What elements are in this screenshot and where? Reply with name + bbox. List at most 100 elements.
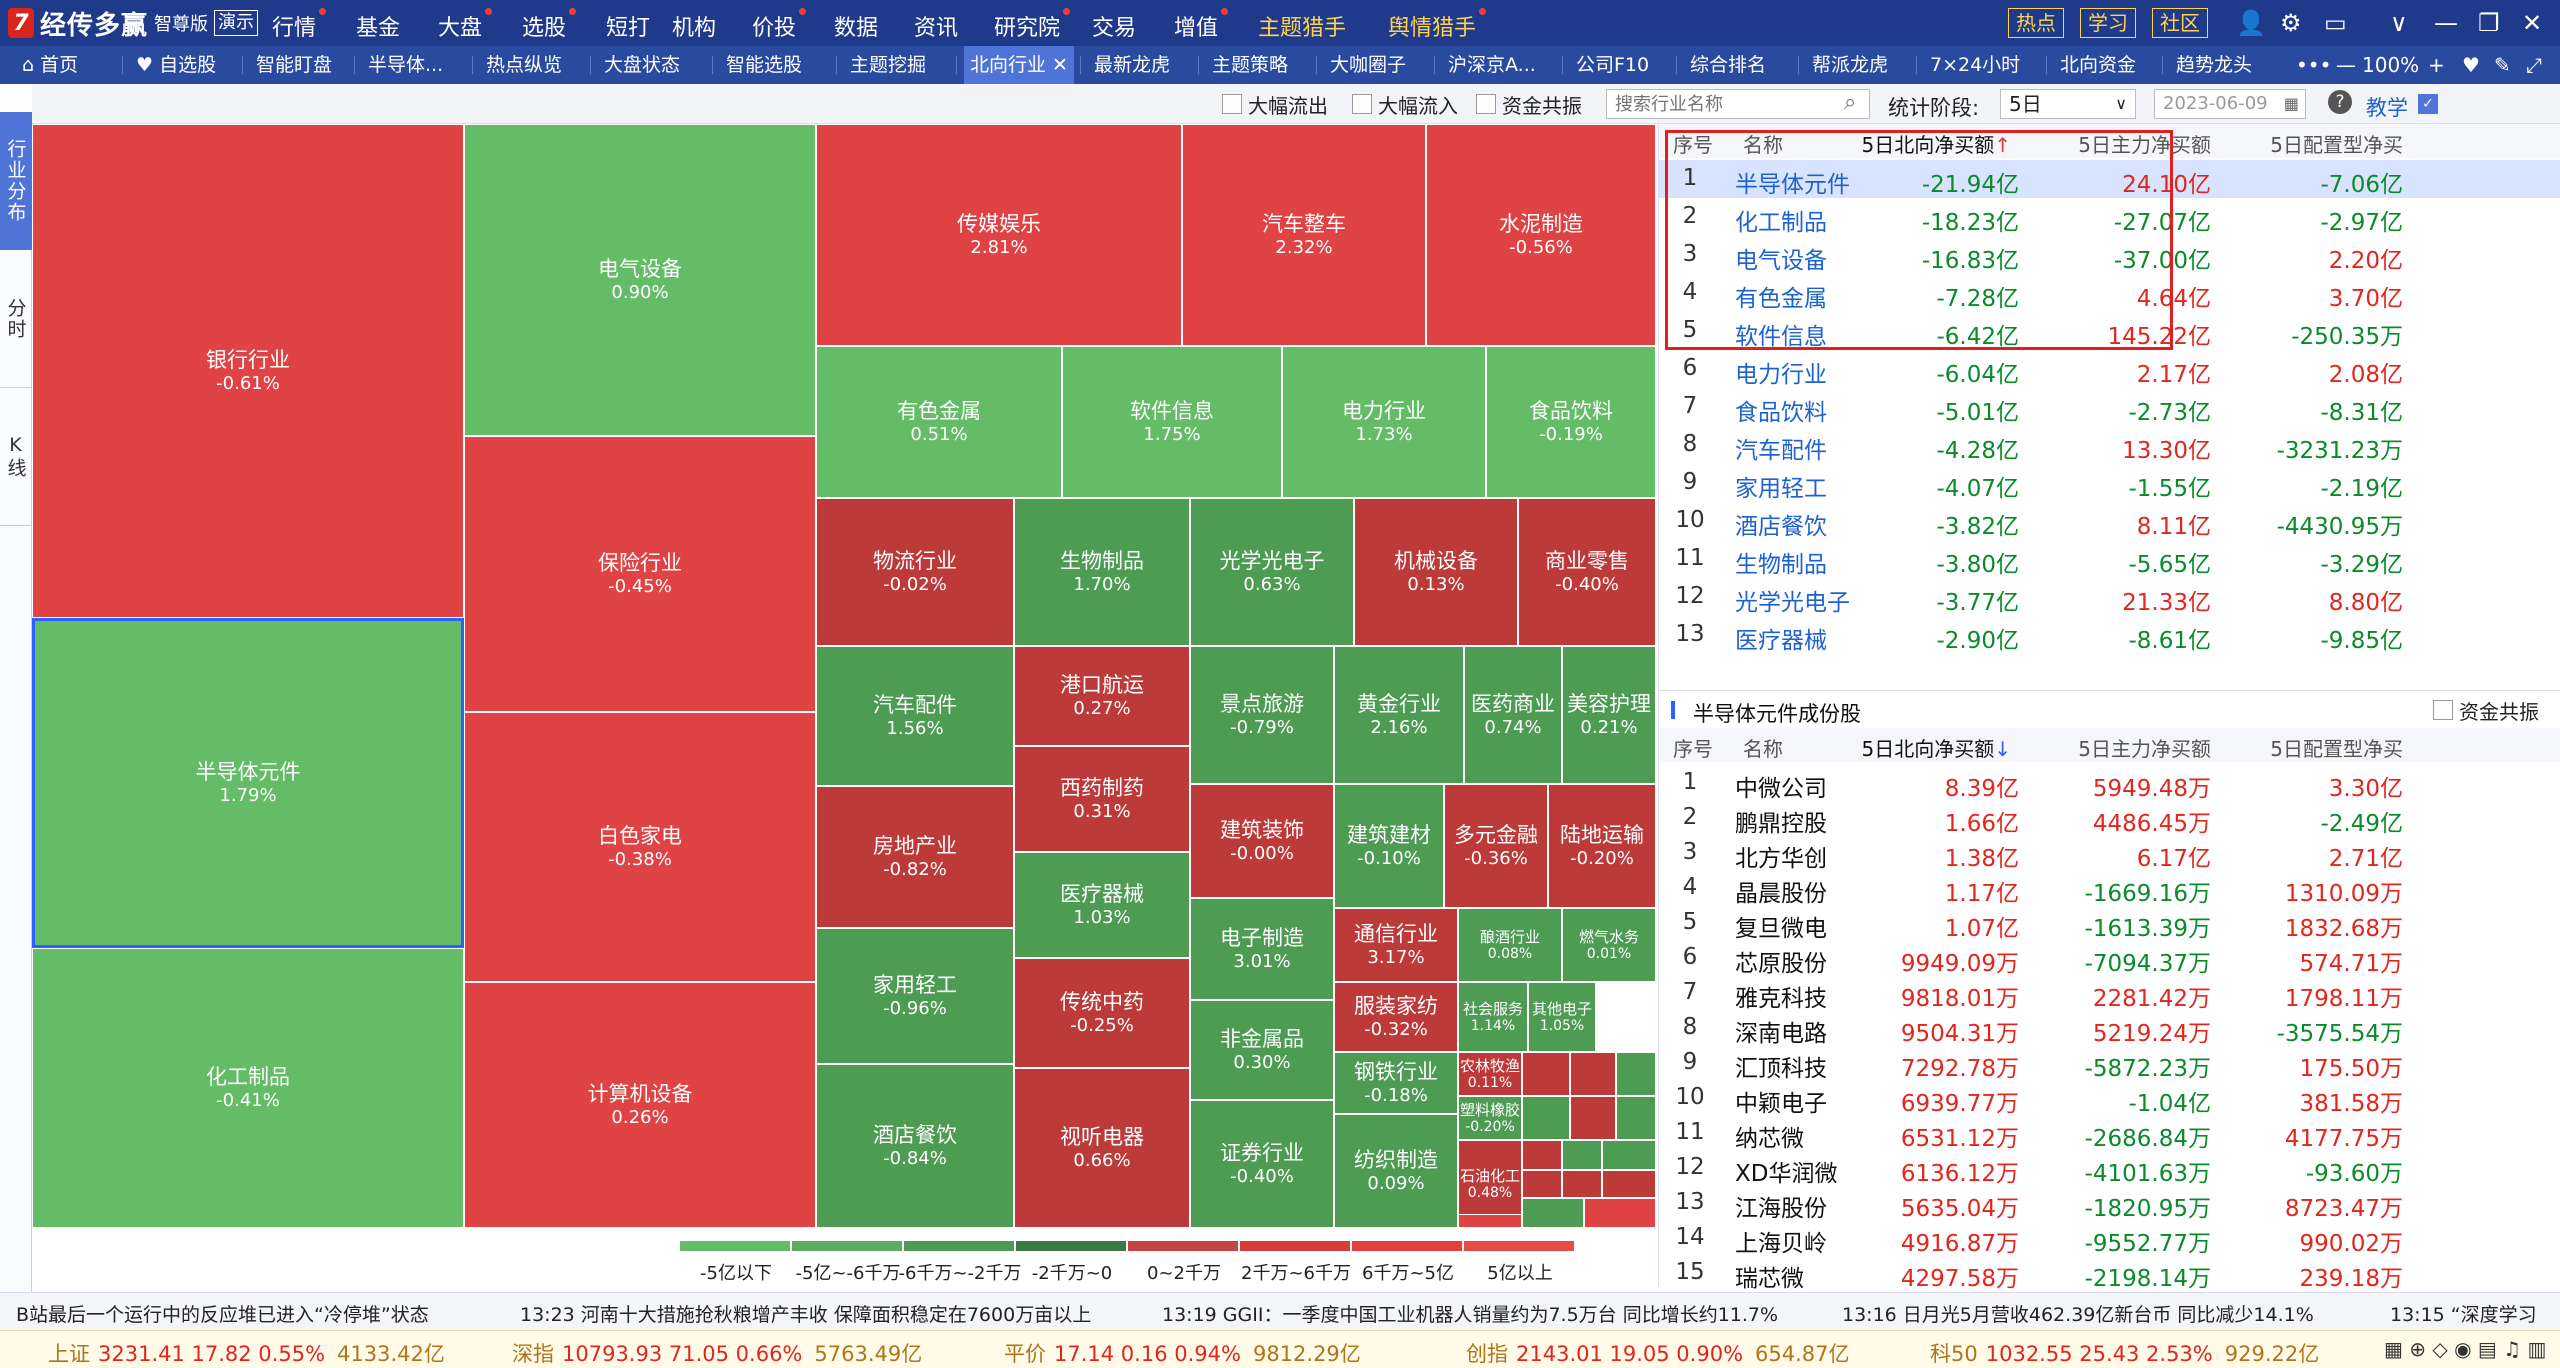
menu-item[interactable]: 舆情猎手 <box>1388 8 1487 42</box>
news-item[interactable]: 13:23 河南十大措施抢秋粮增产丰收 保障面积稳定在7600万亩以上 <box>520 1304 1092 1326</box>
heatmap-cell[interactable]: 传统中药 -0.25% <box>1014 958 1190 1068</box>
checkbox-box[interactable] <box>1476 94 1496 114</box>
col-main-buy[interactable]: 5日主力净买额 <box>2078 133 2211 157</box>
favorite-icon[interactable]: ♥ <box>2462 53 2480 77</box>
tab-item[interactable]: 主题策略 <box>1212 54 1289 76</box>
community-button[interactable]: 社区 <box>2152 8 2208 38</box>
tab-item[interactable]: 热点纵览 <box>486 54 563 76</box>
stock-name[interactable]: 复旦微电 <box>1735 916 1827 942</box>
col-index[interactable]: 序号 <box>1673 737 1713 761</box>
stock-row[interactable]: 10 中颖电子 6939.77万 -1.04亿 381.58万 <box>1659 1079 2560 1117</box>
heatmap-cell[interactable]: 多元金融 -0.36% <box>1444 784 1548 908</box>
industry-name-link[interactable]: 医疗器械 <box>1735 628 1827 654</box>
tab-item[interactable]: 帮派龙虎 <box>1812 54 1889 76</box>
heatmap-cell[interactable]: 机械设备 0.13% <box>1354 498 1518 646</box>
heatmap-cell[interactable]: 银行行业 -0.61% <box>32 124 464 618</box>
industry-name-link[interactable]: 汽车配件 <box>1735 438 1827 464</box>
status-tool-icons[interactable]: ▦ ⊕ ◇ ◉ ▤ ♫ ▥ <box>2384 1337 2547 1361</box>
heatmap-cell-small[interactable] <box>1616 1096 1656 1140</box>
stock-name[interactable]: 上海贝岭 <box>1735 1231 1827 1257</box>
tab-item[interactable]: 半导体... <box>368 54 444 76</box>
heatmap-cell-small[interactable] <box>1522 1140 1562 1170</box>
study-button[interactable]: 学习 <box>2080 8 2136 38</box>
menu-item[interactable]: 主题猎手 <box>1258 16 1347 41</box>
tab-industry-distribution[interactable]: 行业分布 <box>0 112 32 250</box>
index-quote[interactable]: 上证 3231.41 17.82 0.55% 4133.42亿 <box>48 1338 445 1368</box>
stock-name[interactable]: 江海股份 <box>1735 1196 1827 1222</box>
tab-item[interactable]: 大咖圈子 <box>1330 54 1407 76</box>
stock-name[interactable]: 中微公司 <box>1735 776 1827 802</box>
heatmap-cell[interactable]: 其他电子 1.05% <box>1528 982 1596 1052</box>
stock-row[interactable]: 2 鹏鼎控股 1.66亿 4486.45万 -2.49亿 <box>1659 799 2560 837</box>
stock-name[interactable]: XD华润微 <box>1735 1161 1838 1187</box>
heatmap-cell[interactable]: 水泥制造 -0.56% <box>1426 124 1656 346</box>
checkbox-box[interactable] <box>1352 94 1372 114</box>
industry-name-link[interactable]: 半导体元件 <box>1735 172 1850 198</box>
heatmap-cell[interactable]: 塑料橡胶 -0.20% <box>1458 1096 1522 1140</box>
menu-item[interactable]: 交易 <box>1092 16 1137 41</box>
industry-row[interactable]: 6 电力行业 -6.04亿 2.17亿 2.08亿 <box>1659 350 2560 388</box>
tab-item[interactable]: ♥ 自选股 <box>136 54 217 76</box>
heatmap-cell-small[interactable] <box>1602 1170 1656 1198</box>
menu-item[interactable]: 数据 <box>834 16 879 41</box>
heatmap-cell[interactable]: 陆地运输 -0.20% <box>1548 784 1656 908</box>
industry-row[interactable]: 8 汽车配件 -4.28亿 13.30亿 -3231.23万 <box>1659 426 2560 464</box>
heatmap-cell-small[interactable] <box>1570 1052 1616 1096</box>
menu-item[interactable]: 大盘 <box>438 8 493 42</box>
zoom-out-icon[interactable]: — <box>2336 53 2356 77</box>
heatmap-cell[interactable]: 非金属品 0.30% <box>1190 1000 1334 1100</box>
edit-icon[interactable]: ✎ <box>2494 53 2511 77</box>
stock-name[interactable]: 瑞芯微 <box>1735 1266 1804 1292</box>
heatmap-cell-small[interactable] <box>1458 1214 1522 1228</box>
stock-row[interactable]: 5 复旦微电 1.07亿 -1613.39万 1832.68万 <box>1659 904 2560 942</box>
stock-name[interactable]: 中颖电子 <box>1735 1091 1827 1117</box>
heatmap-cell[interactable]: 石油化工 0.48% <box>1458 1140 1522 1228</box>
heatmap-cell[interactable]: 保险行业 -0.45% <box>464 436 816 712</box>
heatmap-cell[interactable]: 景点旅游 -0.79% <box>1190 646 1334 784</box>
tab-item[interactable]: 公司F10 <box>1576 54 1650 76</box>
industry-row[interactable]: 5 软件信息 -6.42亿 145.22亿 -250.35万 <box>1659 312 2560 350</box>
heatmap-cell[interactable]: 光学光电子 0.63% <box>1190 498 1354 646</box>
industry-name-link[interactable]: 生物制品 <box>1735 552 1827 578</box>
col-name[interactable]: 名称 <box>1743 133 1783 157</box>
heatmap-cell[interactable]: 半导体元件 1.79% <box>32 618 464 948</box>
industry-name-link[interactable]: 食品饮料 <box>1735 400 1827 426</box>
heatmap-cell[interactable]: 家用轻工 -0.96% <box>816 928 1014 1064</box>
col-config-buy[interactable]: 5日配置型净买 <box>2270 737 2403 761</box>
stock-row[interactable]: 6 芯原股份 9949.09万 -7094.37万 574.71万 <box>1659 939 2560 977</box>
stock-name[interactable]: 雅克科技 <box>1735 986 1827 1012</box>
minimize-icon[interactable]: — <box>2434 9 2458 37</box>
tab-kline[interactable]: K线 <box>0 388 32 526</box>
heatmap-cell[interactable]: 食品饮料 -0.19% <box>1486 346 1656 498</box>
heatmap-cell-small[interactable] <box>1562 1170 1602 1198</box>
layout-icon[interactable]: ▭ <box>2324 9 2347 37</box>
heatmap-cell-small[interactable] <box>1522 1198 1584 1228</box>
col-config-buy[interactable]: 5日配置型净买 <box>2270 133 2403 157</box>
industry-row[interactable]: 11 生物制品 -3.80亿 -5.65亿 -3.29亿 <box>1659 540 2560 578</box>
demo-badge[interactable]: 演示 <box>214 10 259 36</box>
industry-row[interactable]: 7 食品饮料 -5.01亿 -2.73亿 -8.31亿 <box>1659 388 2560 426</box>
heatmap-cell[interactable]: 证券行业 -0.40% <box>1190 1100 1334 1228</box>
heatmap-cell[interactable]: 建筑建材 -0.10% <box>1334 784 1444 908</box>
resonance-checkbox[interactable]: 资金共振 <box>1476 93 1582 118</box>
heatmap-cell[interactable]: 美容护理 0.21% <box>1562 646 1656 784</box>
industry-row[interactable]: 13 医疗器械 -2.90亿 -8.61亿 -9.85亿 <box>1659 616 2560 654</box>
heatmap-cell[interactable]: 钢铁行业 -0.18% <box>1334 1052 1458 1114</box>
heatmap-cell[interactable]: 汽车整车 2.32% <box>1182 124 1426 346</box>
app-logo[interactable]: 7 经传多赢 智尊版 演示 <box>8 6 259 41</box>
index-quote[interactable]: 科50 1032.55 25.43 2.53% 929.22亿 <box>1930 1338 2319 1368</box>
col-main-buy[interactable]: 5日主力净买额 <box>2078 737 2211 761</box>
tab-item[interactable]: 趋势龙头 <box>2176 54 2253 76</box>
heatmap-cell-small[interactable] <box>1570 1096 1616 1140</box>
industry-row[interactable]: 3 电气设备 -16.83亿 -37.00亿 2.20亿 <box>1659 236 2560 274</box>
heatmap-cell-small[interactable] <box>1602 1140 1656 1170</box>
heatmap-cell[interactable]: 生物制品 1.70% <box>1014 498 1190 646</box>
heatmap-cell[interactable]: 通信行业 3.17% <box>1334 908 1458 982</box>
heatmap-cell[interactable]: 白色家电 -0.38% <box>464 712 816 982</box>
col-north-buy[interactable]: 5日北向净买额↓ <box>1862 733 2012 762</box>
stock-name[interactable]: 鹏鼎控股 <box>1735 811 1827 837</box>
menu-item[interactable]: 行情 <box>272 8 327 42</box>
menu-item[interactable]: 机构 <box>672 16 717 41</box>
heatmap-cell-small[interactable] <box>1562 1140 1602 1170</box>
tab-item[interactable]: ⌂ 首页 <box>22 54 79 76</box>
